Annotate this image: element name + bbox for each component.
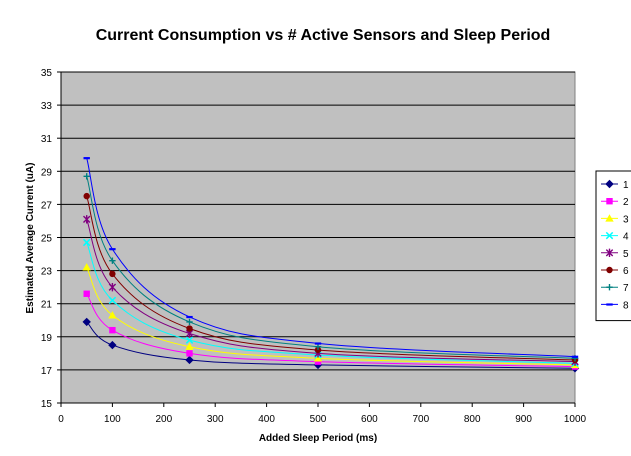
- data-point: [185, 342, 194, 350]
- data-point: [83, 290, 90, 297]
- y-tick-label: 33: [41, 101, 53, 112]
- data-point: [108, 296, 117, 305]
- x-tick-label: 900: [515, 414, 532, 425]
- legend-label: 5: [623, 249, 629, 260]
- legend-marker: [606, 284, 613, 291]
- legend-item: 1: [601, 179, 629, 191]
- data-point: [83, 192, 90, 200]
- x-tick-label: 700: [412, 414, 429, 425]
- legend-item: 8: [601, 300, 629, 311]
- data-point: [82, 238, 91, 247]
- legend-item: 6: [601, 266, 629, 277]
- x-tick-label: 800: [464, 414, 481, 425]
- series-line: [86, 219, 576, 363]
- data-point: [83, 173, 90, 180]
- y-tick-label: 21: [41, 300, 53, 311]
- data-point: [109, 248, 116, 251]
- data-point: [83, 215, 91, 224]
- data-point: [186, 325, 193, 332]
- plot-area: 15 17 19 21 23 25 27 29 31 33 35 0 100 200 300 400 500 60…: [41, 68, 587, 425]
- data-point: [186, 350, 193, 357]
- data-point: [314, 346, 322, 354]
- chart-title: Current Consumption vs # Active Sensors …: [96, 27, 551, 44]
- legend-label: 4: [623, 232, 629, 243]
- y-tick-label: 19: [41, 333, 53, 344]
- y-tick-label: 35: [41, 68, 53, 79]
- legend-item: 2: [601, 197, 629, 208]
- legend-marker: [606, 303, 613, 306]
- data-point: [185, 336, 194, 344]
- data-point: [186, 318, 193, 326]
- legend-label: 2: [623, 197, 629, 208]
- y-tick-label: 25: [41, 234, 53, 245]
- x-tick-label: 300: [207, 414, 224, 425]
- legend-marker: [605, 248, 614, 257]
- legend-marker: [606, 266, 613, 274]
- series-8: [83, 157, 579, 358]
- series-line: [86, 242, 576, 364]
- data-point: [314, 358, 322, 365]
- legend-marker: [605, 214, 614, 222]
- data-point: [571, 355, 579, 358]
- y-tick-label: 17: [41, 366, 53, 377]
- series-line: [86, 157, 576, 358]
- y-tick-label: 23: [41, 267, 53, 278]
- y-tick-label: 27: [41, 200, 53, 211]
- legend-item: 4: [601, 232, 629, 243]
- data-point: [82, 317, 91, 327]
- x-tick-label: 200: [155, 414, 172, 425]
- x-tick-label: 600: [361, 414, 378, 425]
- data-point: [108, 340, 117, 350]
- series-line: [86, 176, 576, 359]
- y-tick-label: 29: [41, 167, 53, 178]
- data-point: [186, 315, 193, 319]
- legend-marker: [605, 231, 614, 240]
- legend-box: [595, 170, 631, 322]
- data-point: [109, 326, 116, 334]
- y-tick-label: 15: [41, 399, 53, 410]
- legend-label: 7: [623, 283, 629, 294]
- data-point: [185, 355, 194, 365]
- y-tick-label: 31: [41, 134, 53, 145]
- data-point: [82, 263, 91, 271]
- legend-label: 8: [623, 300, 629, 311]
- data-point: [109, 257, 116, 264]
- legend-label: 1: [623, 180, 629, 191]
- data-point: [313, 354, 323, 362]
- legend-marker: [606, 198, 613, 205]
- x-tick-label: 1000: [564, 414, 587, 425]
- legend-item: 3: [601, 214, 629, 225]
- legend-marker: [605, 179, 614, 189]
- x-tick-label: 100: [104, 414, 121, 425]
- x-axis-label: Added Sleep Period (ms): [259, 433, 377, 444]
- legend-item: 5: [601, 248, 629, 260]
- legend-item: 7: [601, 283, 629, 294]
- data-point: [314, 342, 322, 345]
- data-point: [83, 157, 90, 160]
- data-point: [108, 311, 117, 319]
- x-tick-label: 500: [310, 414, 327, 425]
- x-tick-label: 0: [58, 414, 64, 425]
- legend: 1 2 3 4 5 6 7 8: [595, 170, 631, 322]
- legend-label: 6: [623, 266, 629, 277]
- series-line: [86, 195, 576, 361]
- x-tick-label: 400: [258, 414, 275, 425]
- data-point: [109, 270, 116, 278]
- y-axis-label: Estimated Average Current (uA): [25, 163, 36, 314]
- legend-label: 3: [623, 214, 629, 225]
- data-point: [108, 282, 117, 292]
